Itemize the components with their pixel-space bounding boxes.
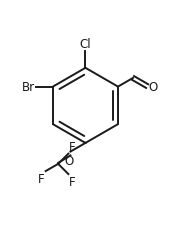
Text: Cl: Cl xyxy=(80,38,91,51)
Text: O: O xyxy=(64,154,74,167)
Text: F: F xyxy=(69,175,76,188)
Text: F: F xyxy=(38,172,44,185)
Text: F: F xyxy=(69,140,76,153)
Text: Br: Br xyxy=(22,81,35,94)
Text: O: O xyxy=(149,80,158,93)
